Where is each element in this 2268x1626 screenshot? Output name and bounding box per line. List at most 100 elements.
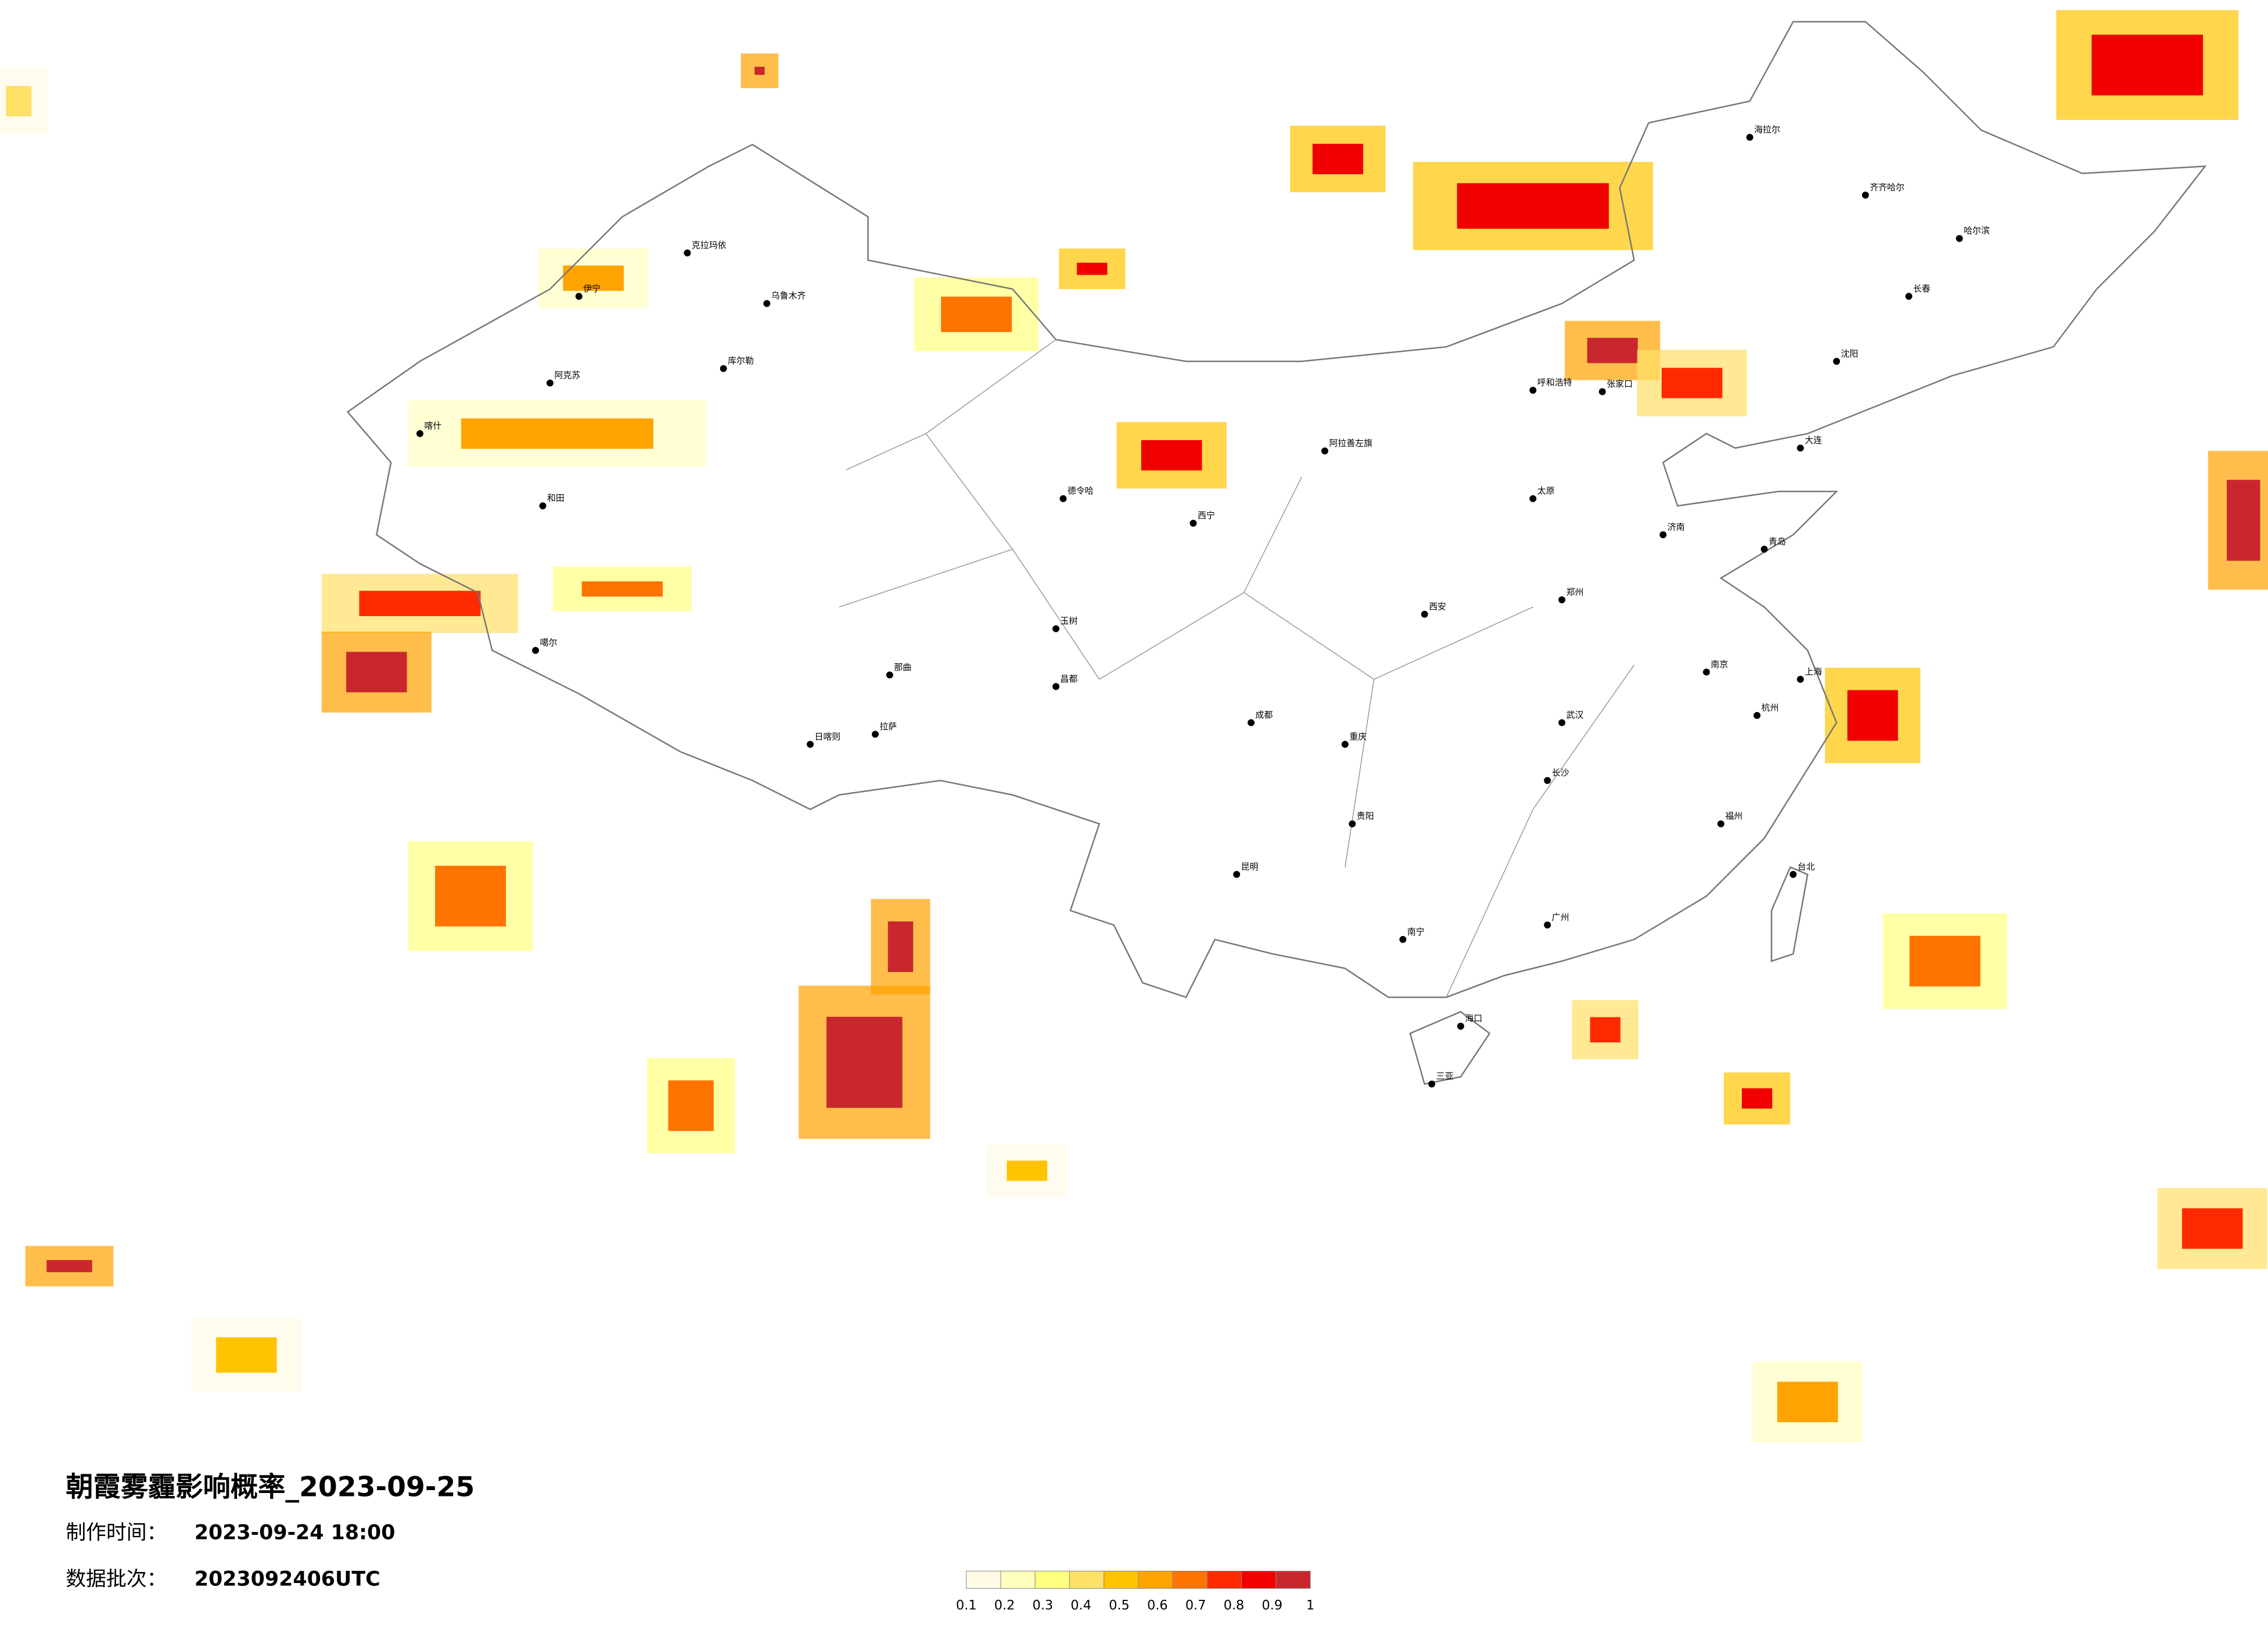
city-dot	[1833, 358, 1841, 365]
city-label: 西宁	[1198, 510, 1215, 521]
legend-swatch	[1069, 1570, 1105, 1589]
city-label: 玉树	[1061, 616, 1078, 626]
legend-swatch	[1241, 1570, 1277, 1589]
map-title: 朝霞雾霾影响概率_2023-09-25	[66, 1472, 475, 1503]
city-dot	[807, 740, 814, 748]
city-label: 日喀则	[814, 731, 840, 742]
haze-patch	[1457, 183, 1609, 229]
legend-tick-label: 0.6	[1147, 1598, 1168, 1613]
city-dot	[1321, 447, 1329, 455]
legend-swatch	[966, 1570, 1001, 1589]
city-dot	[1703, 668, 1710, 676]
city-dot	[1399, 936, 1407, 943]
city-dot	[1796, 675, 1804, 683]
city-label: 西安	[1429, 601, 1446, 611]
haze-patch	[1141, 440, 1202, 471]
haze-patch	[1077, 262, 1108, 275]
legend-tick-label: 0.4	[1070, 1598, 1091, 1613]
city-dot	[1052, 683, 1060, 690]
haze-patch	[563, 265, 624, 291]
city-label: 长沙	[1552, 768, 1569, 778]
city-label: 拉萨	[879, 721, 897, 732]
city-dot	[763, 300, 771, 307]
haze-patch	[887, 921, 914, 972]
city-label: 广州	[1552, 912, 1569, 922]
legend-swatch	[1138, 1570, 1173, 1589]
info-label: 制作时间：	[66, 1521, 167, 1545]
city-dot	[1233, 870, 1241, 878]
city-dot	[1544, 921, 1551, 929]
haze-patch	[581, 581, 663, 597]
haze-patch	[2226, 480, 2260, 561]
taiwan-outline	[1770, 866, 1809, 962]
legend-tick-label: 1	[1306, 1598, 1314, 1613]
haze-patch	[1742, 1088, 1773, 1109]
legend-swatch	[1172, 1570, 1207, 1589]
haze-patch	[216, 1337, 277, 1373]
city-label: 昆明	[1241, 861, 1259, 872]
legend-tick-label: 0.9	[1262, 1598, 1283, 1613]
city-dot	[1341, 740, 1349, 748]
city-label: 南京	[1711, 659, 1728, 670]
haze-patch	[1661, 368, 1723, 398]
legend-swatch	[1275, 1570, 1311, 1589]
city-dot	[1059, 495, 1067, 502]
city-dot	[1052, 625, 1060, 632]
city-label: 海拉尔	[1754, 124, 1780, 135]
city-dot	[1457, 1023, 1464, 1030]
city-label: 青岛	[1769, 536, 1786, 546]
city-dot	[416, 430, 423, 437]
city-dot	[1421, 610, 1428, 618]
haze-patch	[826, 1016, 903, 1108]
city-label: 喀什	[424, 420, 441, 431]
haze-patch	[668, 1080, 714, 1131]
city-dot	[532, 647, 540, 654]
city-dot	[1248, 719, 1255, 726]
haze-patch	[2091, 34, 2204, 96]
city-label: 噶尔	[540, 638, 558, 648]
legend-tick-label: 0.7	[1185, 1598, 1206, 1613]
city-label: 福州	[1725, 811, 1742, 821]
city-label: 南宁	[1407, 926, 1425, 937]
city-label: 那曲	[894, 662, 911, 672]
haze-layer	[0, 10, 2268, 1442]
haze-patch	[6, 86, 32, 117]
city-label: 长春	[1913, 283, 1931, 294]
city-dot	[1349, 820, 1356, 828]
city-dot	[539, 502, 547, 510]
city-label: 呼和浩特	[1537, 377, 1572, 388]
city-label: 贵阳	[1357, 811, 1374, 821]
city-dot	[886, 671, 893, 679]
info-value: 2023092406UTC	[195, 1567, 380, 1591]
city-label: 和田	[547, 493, 565, 503]
legend-swatch	[1034, 1570, 1070, 1589]
city-label: 阿克苏	[554, 370, 580, 380]
haze-patch	[435, 865, 506, 927]
province-borders	[839, 339, 1635, 998]
city-label: 阿拉善左旗	[1329, 438, 1373, 448]
hainan-outline	[1409, 1010, 1491, 1085]
city-dot	[720, 365, 727, 372]
city-dot	[1760, 545, 1768, 553]
legend-tick-label: 0.1	[956, 1598, 977, 1613]
city-dot	[1558, 719, 1566, 726]
legend-swatch	[1206, 1570, 1242, 1589]
city-dot	[1659, 531, 1667, 538]
city-dot	[547, 379, 553, 387]
city-label: 伊宁	[583, 283, 601, 294]
city-label: 德令哈	[1067, 485, 1094, 496]
city-dot	[684, 249, 691, 257]
city-dot	[1746, 134, 1753, 141]
info-value: 2023-09-24 18:00	[195, 1521, 396, 1545]
city-label: 克拉玛依	[692, 240, 727, 250]
city-dot	[1558, 596, 1566, 603]
haze-patch	[1587, 337, 1638, 364]
city-label: 昌都	[1061, 674, 1078, 684]
legend-swatch	[1000, 1570, 1036, 1589]
city-label: 沈阳	[1841, 348, 1859, 359]
city-label: 张家口	[1606, 379, 1633, 389]
city-dot	[1529, 495, 1537, 502]
haze-patch	[2181, 1208, 2243, 1249]
